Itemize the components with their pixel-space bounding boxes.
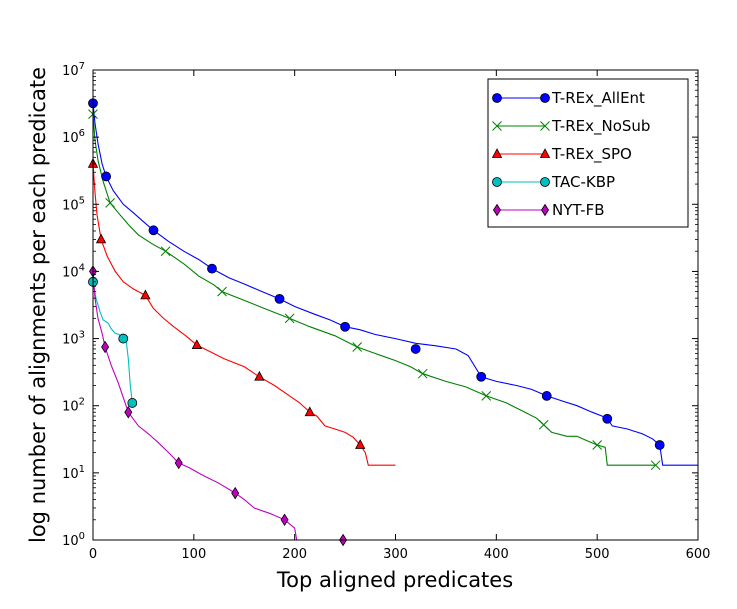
x-axis-label: Top aligned predicates (276, 568, 513, 592)
legend-label-1: T-REx_NoSub (551, 117, 650, 136)
legend-marker-end-3 (540, 177, 550, 187)
series-1-marker-8 (538, 419, 549, 430)
y-axis-label: log number of alignments per each predic… (26, 67, 50, 543)
series-line-3 (93, 281, 133, 403)
x-tick-label-1: 100 (181, 547, 206, 562)
series-2-marker-1 (95, 233, 107, 244)
series-4-marker-2 (124, 405, 133, 419)
x-tick-label-5: 500 (585, 547, 610, 562)
y-tick-label-0: 100 (62, 531, 85, 549)
series-3-marker-1 (118, 333, 129, 344)
legend-label-4: NYT-FB (552, 201, 605, 219)
series-0-marker-2 (148, 225, 159, 236)
series-0-marker-3 (207, 263, 217, 274)
series-2-marker-3 (191, 339, 203, 349)
series-1-marker-5 (352, 342, 363, 352)
legend-frame (487, 78, 689, 228)
legend-label-3: TAC-KBP (551, 173, 615, 191)
x-tick-label-0: 0 (89, 547, 97, 562)
y-tick-label-6: 106 (62, 128, 85, 146)
legend-marker-start-3 (492, 177, 502, 187)
legend-marker-end-4 (541, 203, 549, 217)
legend-marker-start-0 (492, 93, 502, 103)
series-0-marker-10 (654, 440, 665, 450)
series-4-marker-5 (280, 513, 289, 527)
series-1-marker-9 (592, 440, 603, 450)
y-tick-label-3: 103 (62, 330, 85, 348)
legend-label-0: T-REx_AllEnt (551, 89, 645, 108)
x-tick-label-3: 300 (383, 547, 408, 562)
legend-marker-end-1 (540, 121, 550, 131)
legend-marker-start-4 (493, 203, 501, 217)
y-tick-label-1: 101 (62, 464, 85, 482)
legend: T-REx_AllEnt T-REx_NoSub T-REx_SPO TAC-KBP N… (487, 78, 689, 228)
series-0-marker-8 (541, 391, 552, 401)
x-tick-label-6: 600 (686, 547, 711, 562)
x-tick-label-2: 200 (282, 547, 307, 562)
series-0-marker-9 (602, 413, 613, 424)
y-tick-label-2: 102 (62, 397, 85, 415)
series-line-2 (93, 163, 396, 466)
series-2-marker-6 (355, 439, 366, 449)
legend-marker-end-2 (539, 148, 551, 158)
series-2-marker-4 (254, 370, 265, 381)
ticks-layer: 0 100 200 300 400 500 600 100 101 102 103 104 105 106… (62, 61, 710, 562)
series-1-marker-7 (481, 391, 492, 401)
series-1-marker-6 (417, 368, 428, 379)
series-1-marker-10 (650, 460, 661, 471)
series-4-marker-3 (174, 456, 183, 470)
legend-marker-end-0 (540, 93, 550, 103)
series-0-marker-7 (476, 371, 487, 382)
y-tick-label-4: 104 (62, 262, 85, 280)
x-tick-label-4: 400 (484, 547, 509, 562)
series-0-marker-6 (410, 344, 421, 354)
series-2-marker-2 (140, 289, 151, 300)
series-4-marker-1 (101, 340, 110, 354)
y-tick-label-7: 107 (62, 61, 85, 79)
legend-label-2: T-REx_SPO (551, 145, 632, 164)
series-1-marker-2 (160, 246, 171, 257)
series-1-marker-4 (284, 313, 295, 324)
series-1-marker-1 (105, 198, 115, 208)
series-2-marker-5 (304, 406, 315, 417)
series-3-marker-2 (127, 398, 138, 408)
series-0-marker-5 (340, 321, 350, 332)
series-4-marker-4 (231, 486, 240, 500)
legend-marker-start-1 (492, 121, 502, 131)
series-1-marker-3 (217, 286, 227, 297)
series-0-marker-4 (274, 293, 285, 304)
series-0-marker-1 (101, 171, 112, 182)
marker-layer (87, 98, 665, 547)
y-tick-label-5: 105 (62, 195, 85, 213)
legend-marker-start-2 (491, 148, 503, 158)
